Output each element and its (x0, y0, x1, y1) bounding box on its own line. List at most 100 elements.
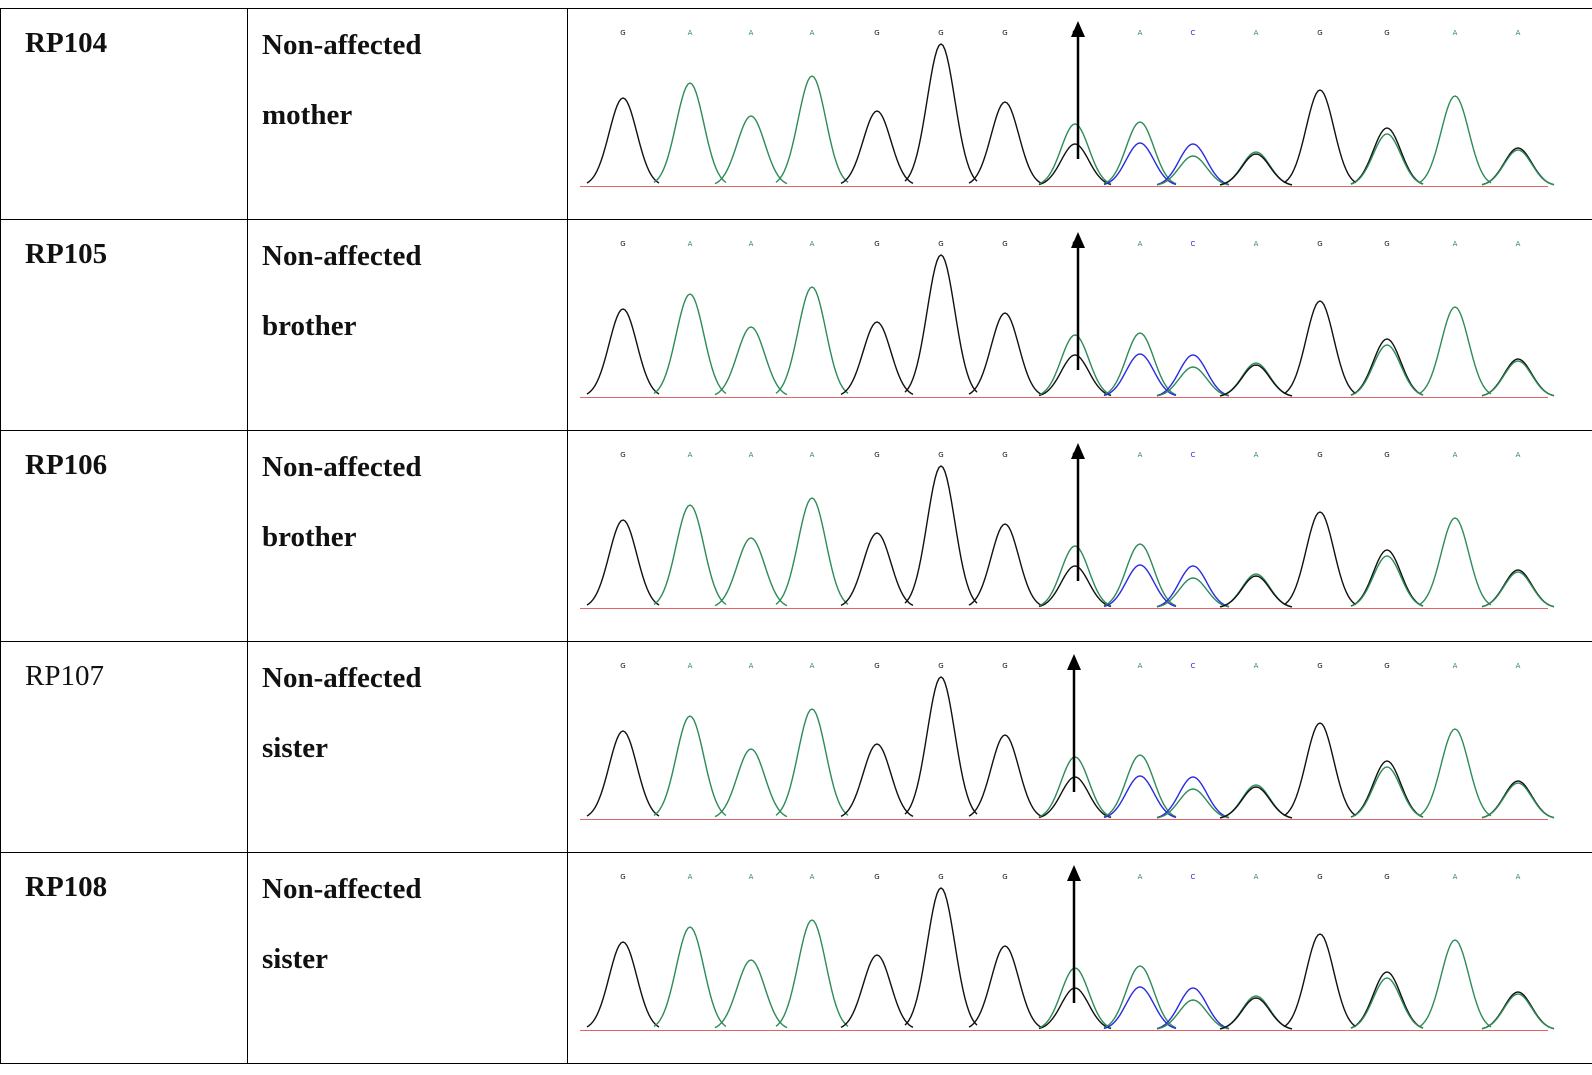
peak-trace (714, 748, 788, 818)
base-call-label: A (1516, 451, 1521, 459)
base-call-label: G (1002, 873, 1007, 881)
peak-trace (1283, 933, 1357, 1028)
base-call-label: A (749, 29, 754, 37)
peak-trace (1350, 549, 1424, 607)
peak-trace (1418, 306, 1492, 395)
base-call-label: A (688, 662, 693, 670)
status-line-1: Non-affected (262, 29, 422, 61)
peak-trace-secondary (1350, 133, 1424, 185)
peak-trace (840, 532, 914, 607)
peak-trace-secondary (1103, 775, 1177, 819)
sample-id: RP106 (25, 449, 108, 481)
sample-id: RP108 (25, 871, 108, 903)
peak-trace (1283, 300, 1357, 395)
base-call-label: G (938, 662, 943, 670)
base-call-label: G (1002, 662, 1007, 670)
sample-id-cell: RP108 (0, 852, 248, 1064)
peak-trace (586, 519, 660, 606)
peak-trace-secondary (1350, 977, 1424, 1029)
peak-trace (1156, 354, 1230, 397)
base-call-label: G (874, 240, 879, 248)
base-call-label: G (620, 873, 625, 881)
peak-trace (1103, 965, 1177, 1029)
status-line-2: brother (262, 521, 357, 553)
base-call-label: C (1191, 873, 1196, 881)
peak-trace (653, 504, 727, 606)
peak-trace (1038, 354, 1112, 397)
base-call-label: G (620, 240, 625, 248)
status-line-2: brother (262, 310, 357, 342)
chromatogram-cell: GAAAGGGGACAGGAA (567, 8, 1592, 220)
base-call-label: C (1191, 240, 1196, 248)
peak-trace-secondary (1481, 360, 1555, 397)
base-call-label: A (1254, 240, 1259, 248)
peak-trace-secondary (1219, 364, 1293, 397)
peak-trace (1103, 543, 1177, 607)
status-cell: Non-affected brother (247, 430, 568, 642)
peak-trace-secondary (1350, 766, 1424, 818)
base-call-label: A (1138, 451, 1143, 459)
peak-trace (904, 43, 978, 182)
base-call-label: G (874, 29, 879, 37)
peak-trace (775, 708, 849, 816)
sample-id: RP107 (25, 660, 104, 692)
peak-trace (904, 465, 978, 604)
base-call-label: A (749, 662, 754, 670)
peak-trace (1283, 511, 1357, 606)
peak-trace-secondary (1103, 142, 1177, 186)
peak-trace-secondary (1038, 334, 1112, 396)
peak-trace-secondary (1103, 986, 1177, 1030)
base-call-label: G (1317, 662, 1322, 670)
base-call-label: A (810, 240, 815, 248)
base-call-label: G (1002, 29, 1007, 37)
peak-trace (586, 308, 660, 395)
peak-trace (1418, 95, 1492, 184)
base-call-label: A (1516, 662, 1521, 670)
base-call-label: A (1453, 662, 1458, 670)
peak-trace (714, 326, 788, 396)
peak-trace (1103, 332, 1177, 396)
peak-trace (775, 497, 849, 605)
peak-trace (904, 676, 978, 815)
table-row: RP108 Non-affected sister GAAAGGGGACAGGA… (0, 852, 1592, 1064)
base-call-label: G (938, 873, 943, 881)
peak-trace (1156, 565, 1230, 608)
sample-id: RP104 (25, 27, 108, 59)
peak-trace (653, 926, 727, 1028)
peak-trace (1350, 127, 1424, 185)
pedigree-sequencing-table: RP104 Non-affected mother G A A A G G G G A C A G G A… (0, 8, 1592, 1064)
base-call-label: G (938, 240, 943, 248)
variant-arrow-icon (1067, 654, 1081, 670)
peak-trace (1156, 776, 1230, 819)
base-call-label: G (874, 451, 879, 459)
base-call-label: A (1138, 873, 1143, 881)
peak-trace-secondary (1156, 155, 1230, 186)
base-call-label: G (1384, 451, 1389, 459)
chromatogram-cell: GAAAGGGGACAGGAA (567, 852, 1592, 1064)
peak-trace-secondary (1481, 993, 1555, 1030)
peak-trace (968, 523, 1042, 606)
variant-arrow-icon (1071, 232, 1085, 248)
peak-trace-secondary (1219, 153, 1293, 186)
peak-trace-secondary (1481, 782, 1555, 819)
peak-trace (775, 75, 849, 183)
peak-trace (1418, 939, 1492, 1028)
chromatogram-trace: GAAAGGGGACAGGAA (580, 232, 1555, 398)
base-call-label: A (1138, 240, 1143, 248)
base-call-label: A (810, 662, 815, 670)
chromatogram-trace: GAAAGGGGACAGGAA (580, 21, 1555, 187)
status-line-1: Non-affected (262, 662, 422, 694)
peak-trace-secondary (1219, 997, 1293, 1030)
peak-trace (1350, 760, 1424, 818)
base-call-label: G (874, 662, 879, 670)
chromatogram-trace: GAAAGGGGACAGGAA (580, 865, 1555, 1031)
status-cell: Non-affected sister (247, 852, 568, 1064)
base-call-label: A (810, 873, 815, 881)
base-call-label: G (1317, 451, 1322, 459)
peak-trace-secondary (1156, 788, 1230, 819)
base-call-label: G (1384, 29, 1389, 37)
peak-trace (1350, 338, 1424, 396)
base-call-label: A (749, 873, 754, 881)
base-call-label: A (1254, 662, 1259, 670)
status-line-2: sister (262, 943, 329, 975)
